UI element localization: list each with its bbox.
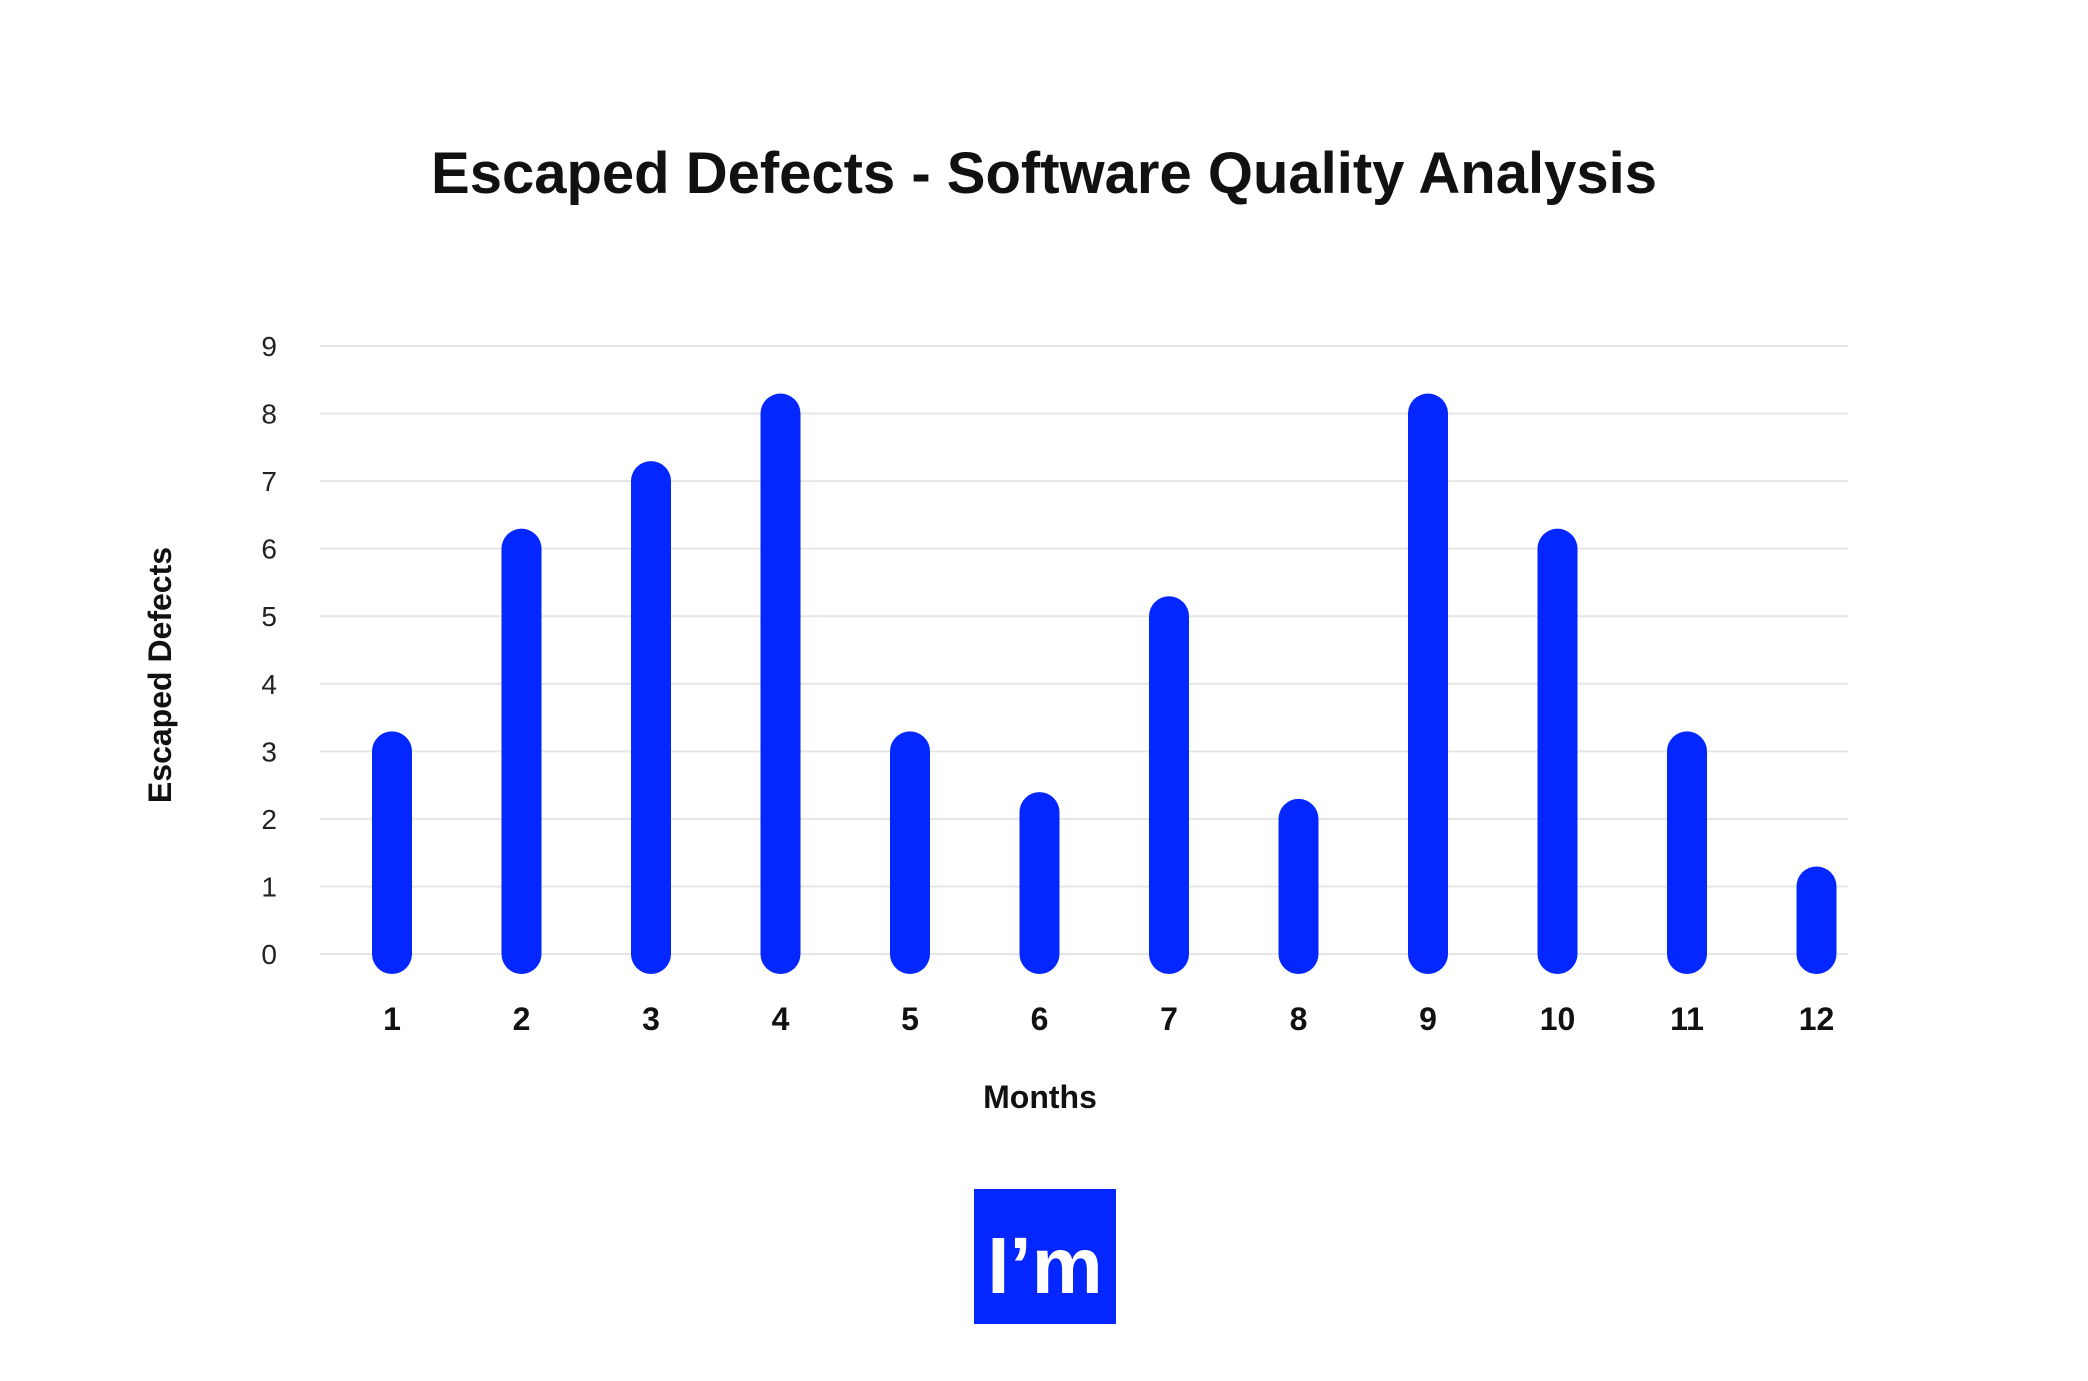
x-tick-label: 6 xyxy=(1031,1001,1049,1037)
y-tick-label: 6 xyxy=(261,534,277,565)
y-tick-label: 9 xyxy=(261,331,277,362)
chart-title: Escaped Defects - Software Quality Analy… xyxy=(431,141,1657,206)
y-tick-label: 7 xyxy=(261,466,277,497)
x-tick-label: 12 xyxy=(1799,1001,1835,1037)
y-tick-label: 3 xyxy=(261,736,277,767)
x-tick-label: 5 xyxy=(901,1001,919,1037)
grid-lines xyxy=(320,345,1848,955)
y-axis-ticks: 0 1 2 3 4 5 6 7 8 9 xyxy=(261,331,277,970)
x-tick-label: 1 xyxy=(383,1001,401,1037)
x-tick-label: 10 xyxy=(1540,1001,1576,1037)
bar-month-5 xyxy=(890,731,930,974)
bar-month-11 xyxy=(1667,731,1707,974)
y-tick-label: 8 xyxy=(261,399,277,430)
y-tick-label: 1 xyxy=(261,871,277,902)
x-tick-label: 9 xyxy=(1419,1001,1437,1037)
x-tick-label: 3 xyxy=(642,1001,660,1037)
x-tick-label: 7 xyxy=(1160,1001,1178,1037)
y-tick-label: 5 xyxy=(261,601,277,632)
x-axis-label: Months xyxy=(983,1079,1097,1115)
bar-month-2 xyxy=(501,528,542,974)
y-tick-label: 0 xyxy=(261,939,277,970)
bars xyxy=(372,393,1837,975)
x-tick-label: 2 xyxy=(513,1001,531,1037)
x-axis-ticks: 1 2 3 4 5 6 7 8 9 10 11 12 xyxy=(383,1001,1834,1037)
bar-month-3 xyxy=(631,461,671,975)
logo-background xyxy=(974,1189,1116,1324)
brand-logo: I’m xyxy=(974,1189,1116,1324)
bar-month-8 xyxy=(1278,798,1319,974)
bar-month-7 xyxy=(1149,596,1189,974)
x-tick-label: 4 xyxy=(772,1001,790,1037)
bar-month-9 xyxy=(1408,393,1448,974)
y-tick-label: 4 xyxy=(261,669,277,700)
logo-text: I’m xyxy=(987,1221,1103,1310)
y-tick-label: 2 xyxy=(261,804,277,835)
bar-month-4 xyxy=(760,393,801,974)
x-tick-label: 11 xyxy=(1670,1001,1704,1037)
bar-month-10 xyxy=(1537,528,1578,974)
bar-month-6 xyxy=(1019,792,1060,974)
y-axis-label: Escaped Defects xyxy=(142,547,178,803)
x-tick-label: 8 xyxy=(1290,1001,1308,1037)
bar-month-12 xyxy=(1796,866,1837,974)
bar-month-1 xyxy=(372,731,412,974)
